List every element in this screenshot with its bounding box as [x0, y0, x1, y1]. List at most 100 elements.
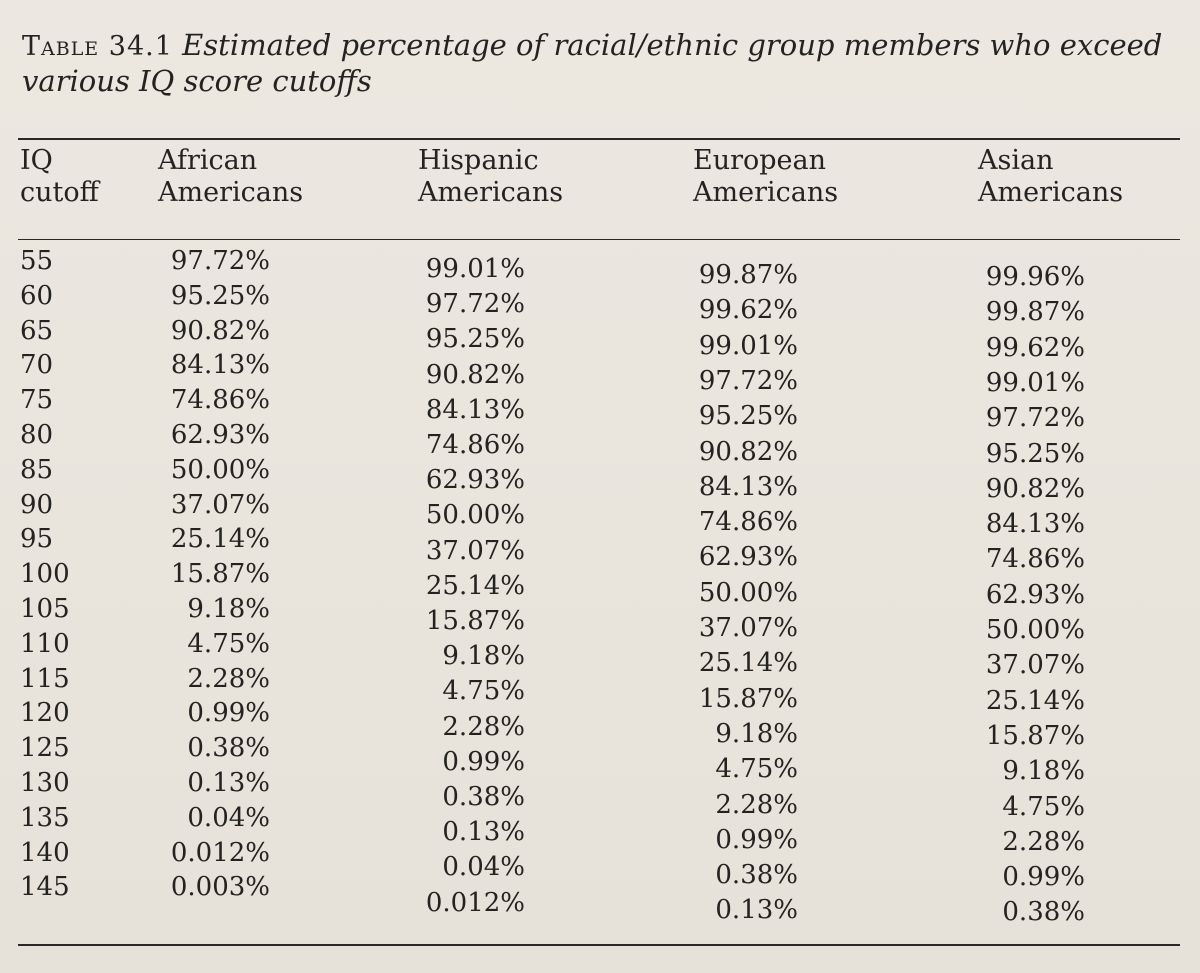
cell-european-americans: 15.87%: [698, 683, 798, 714]
cell-african-americans: 0.04%: [187, 802, 270, 833]
cell-hispanic-americans: 97.72%: [425, 289, 525, 320]
cell-asian-americans: 4.75%: [1002, 791, 1085, 822]
cell-asian-americans: 0.38%: [1002, 897, 1085, 928]
cell-iq-cutoff: 130: [20, 768, 70, 798]
cell-asian-americans: 50.00%: [985, 615, 1085, 645]
cell-hispanic-americans: 99.01%: [425, 254, 525, 284]
cell-iq-cutoff: 80: [20, 420, 54, 450]
cell-african-americans: 74.86%: [170, 385, 270, 416]
cell-iq-cutoff: 140: [20, 837, 70, 868]
cell-african-americans: 95.25%: [170, 280, 270, 311]
table-title: Estimated percentage of racial/ethnic gr…: [22, 28, 1163, 98]
cell-african-americans: 2.28%: [187, 663, 270, 694]
table-caption: Table 34.1 Estimated percentage of racia…: [22, 28, 1182, 99]
cell-hispanic-americans: 0.012%: [425, 887, 525, 918]
cell-european-americans: 99.87%: [698, 260, 798, 290]
cell-hispanic-americans: 90.82%: [425, 359, 525, 390]
cell-asian-americans: 15.87%: [985, 720, 1085, 751]
table-number: Table 34.1: [22, 31, 173, 62]
cell-hispanic-americans: 0.04%: [442, 852, 525, 883]
cell-asian-americans: 9.18%: [1002, 756, 1085, 787]
cell-european-americans: 50.00%: [698, 577, 798, 608]
cell-iq-cutoff: 90: [20, 489, 54, 520]
cell-european-americans: 62.93%: [698, 542, 798, 573]
cell-hispanic-americans: 37.07%: [425, 535, 525, 566]
header-european-americans: European Americans: [693, 145, 839, 208]
cell-asian-americans: 99.01%: [985, 367, 1085, 398]
cell-european-americans: 0.13%: [715, 895, 798, 926]
cell-european-americans: 74.86%: [698, 507, 798, 538]
cell-hispanic-americans: 95.25%: [425, 324, 525, 355]
cell-hispanic-americans: 9.18%: [442, 641, 525, 672]
cell-asian-americans: 62.93%: [985, 579, 1085, 610]
cell-asian-americans: 99.62%: [985, 332, 1085, 363]
cell-iq-cutoff: 135: [20, 802, 70, 833]
cell-hispanic-americans: 74.86%: [425, 430, 525, 460]
cell-african-americans: 0.99%: [187, 698, 270, 729]
top-rule: [18, 138, 1180, 140]
cell-hispanic-americans: 0.38%: [442, 782, 525, 812]
header-rule: [18, 239, 1180, 240]
cell-african-americans: 15.87%: [170, 559, 270, 590]
cell-european-americans: 99.62%: [698, 295, 798, 326]
cell-european-americans: 2.28%: [715, 789, 798, 820]
cell-hispanic-americans: 84.13%: [425, 394, 525, 425]
cell-asian-americans: 99.87%: [985, 297, 1085, 328]
cell-european-americans: 97.72%: [698, 365, 798, 396]
cell-asian-americans: 37.07%: [985, 650, 1085, 681]
cell-asian-americans: 97.72%: [985, 403, 1085, 434]
cell-hispanic-americans: 2.28%: [442, 711, 525, 742]
cell-european-americans: 95.25%: [698, 401, 798, 432]
cell-iq-cutoff: 115: [20, 663, 70, 694]
cell-african-americans: 0.012%: [170, 837, 270, 868]
cell-hispanic-americans: 62.93%: [425, 465, 525, 496]
cell-african-americans: 25.14%: [170, 524, 270, 555]
cell-african-americans: 84.13%: [170, 350, 270, 381]
cell-hispanic-americans: 15.87%: [425, 606, 525, 636]
cell-african-americans: 0.003%: [170, 872, 270, 903]
cell-asian-americans: 25.14%: [985, 685, 1085, 716]
cell-iq-cutoff: 105: [20, 594, 70, 624]
cell-iq-cutoff: 95: [20, 524, 54, 555]
cell-iq-cutoff: 55: [20, 246, 54, 276]
cell-asian-americans: 74.86%: [985, 544, 1085, 575]
cell-european-americans: 9.18%: [715, 718, 798, 749]
cell-african-americans: 9.18%: [187, 594, 270, 624]
cell-asian-americans: 90.82%: [985, 473, 1085, 504]
cell-iq-cutoff: 65: [20, 315, 54, 346]
header-african-americans: African Americans: [158, 145, 304, 208]
cell-european-americans: 4.75%: [715, 754, 798, 785]
cell-iq-cutoff: 125: [20, 733, 70, 764]
cell-asian-americans: 95.25%: [985, 438, 1085, 469]
cell-african-americans: 4.75%: [187, 628, 270, 659]
cell-european-americans: 0.38%: [715, 860, 798, 891]
cell-iq-cutoff: 60: [20, 280, 54, 311]
cell-african-americans: 37.07%: [170, 489, 270, 520]
cell-european-americans: 37.07%: [698, 613, 798, 643]
cell-iq-cutoff: 75: [20, 385, 54, 416]
cell-asian-americans: 2.28%: [1002, 826, 1085, 857]
cell-hispanic-americans: 0.99%: [442, 746, 525, 777]
cell-iq-cutoff: 120: [20, 698, 70, 729]
cell-african-americans: 62.93%: [170, 420, 270, 450]
bottom-rule: [18, 944, 1180, 946]
cell-iq-cutoff: 110: [20, 628, 70, 659]
cell-asian-americans: 0.99%: [1002, 862, 1085, 893]
cell-iq-cutoff: 145: [20, 872, 70, 903]
cell-european-americans: 25.14%: [698, 648, 798, 679]
cell-hispanic-americans: 50.00%: [425, 500, 525, 531]
cell-iq-cutoff: 70: [20, 350, 54, 381]
cell-iq-cutoff: 85: [20, 454, 54, 485]
cell-african-americans: 0.38%: [187, 733, 270, 764]
cell-european-americans: 84.13%: [698, 471, 798, 502]
cell-asian-americans: 99.96%: [985, 262, 1085, 292]
cell-asian-americans: 84.13%: [985, 509, 1085, 540]
cell-african-americans: 50.00%: [170, 454, 270, 485]
cell-african-americans: 97.72%: [170, 246, 270, 276]
cell-african-americans: 0.13%: [187, 768, 270, 798]
cell-european-americans: 90.82%: [698, 436, 798, 467]
cell-hispanic-americans: 4.75%: [442, 676, 525, 707]
cell-african-americans: 90.82%: [170, 315, 270, 346]
cell-european-americans: 99.01%: [698, 330, 798, 361]
